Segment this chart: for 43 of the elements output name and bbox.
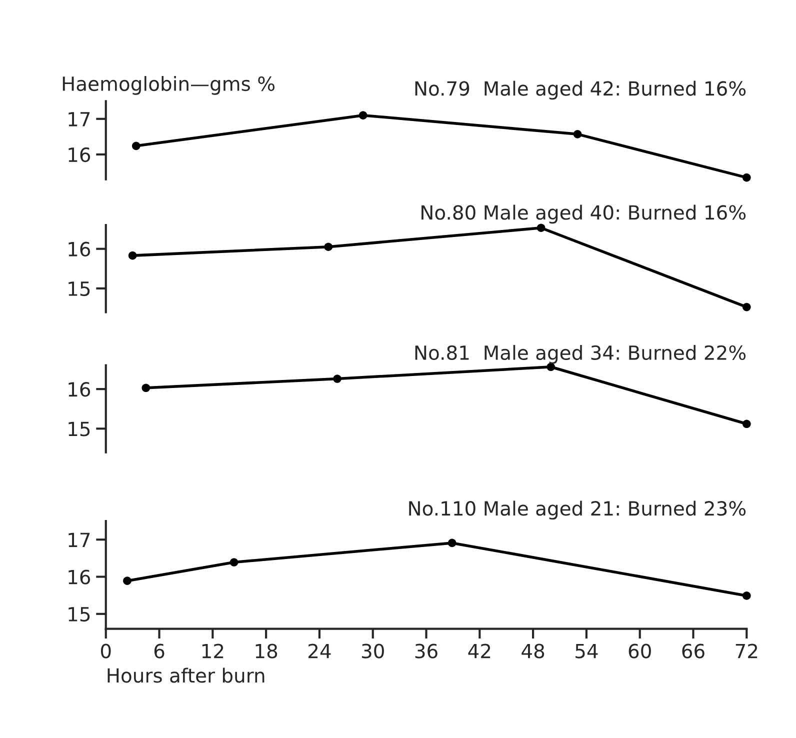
x-tick-label: 42 (468, 644, 490, 658)
chart-title: No.81 Male aged 34: Burned 22% (415, 344, 746, 364)
y-tick-label: 17 (68, 532, 90, 547)
point (123, 576, 132, 586)
point (742, 173, 751, 182)
y-tick-label: 15 (68, 282, 90, 296)
y-tick-label: 17 (68, 112, 90, 126)
point (536, 224, 546, 232)
point (573, 130, 582, 138)
y-tick-label: 16 (68, 570, 90, 584)
point (142, 384, 150, 392)
x-tick-label: 72 (736, 644, 758, 658)
point (448, 538, 456, 548)
x-tick-label: 48 (522, 644, 544, 658)
x-tick-label: 6 (154, 644, 164, 658)
point (742, 592, 751, 600)
x-tick-label: 36 (415, 644, 438, 658)
y-tick-label: 16 (68, 147, 90, 162)
point (358, 111, 368, 120)
x-axis-title: Hours after burn (108, 668, 264, 683)
x-tick-label: 18 (256, 644, 278, 658)
x-tick-label: 0 (100, 644, 111, 658)
x-tick-label: 30 (362, 644, 384, 658)
x-tick-label: 54 (576, 644, 598, 658)
point (132, 142, 140, 150)
x-tick-label: 60 (628, 644, 651, 658)
x-tick-label: 12 (202, 644, 224, 658)
point (230, 558, 238, 566)
y-tick-label: 15 (68, 607, 90, 622)
point (742, 420, 751, 428)
y-tick-label: 16 (68, 242, 90, 257)
point (742, 302, 751, 312)
point (324, 242, 333, 252)
point (128, 251, 137, 260)
y-axis-title: Haemoglobin—gms % (62, 76, 275, 95)
x-tick-label: 24 (308, 644, 331, 658)
chart-title: No.80 Male aged 40: Burned 16% (422, 204, 746, 224)
chart-title: No.79 Male aged 42: Burned 16% (415, 80, 746, 100)
chart-title: No.110 Male aged 21: Burned 23% (409, 500, 746, 520)
point (333, 374, 342, 383)
x-tick-label: 66 (682, 644, 704, 658)
y-tick-label: 15 (68, 422, 90, 436)
y-tick-label: 16 (68, 382, 90, 397)
